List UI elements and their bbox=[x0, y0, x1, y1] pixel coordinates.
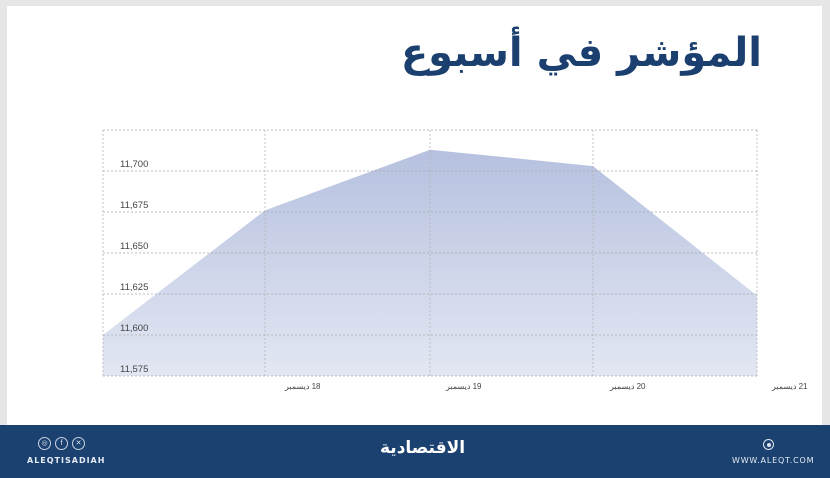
facebook-icon[interactable]: f bbox=[55, 437, 68, 450]
horizontal-gridlines bbox=[103, 129, 757, 377]
page-title: المؤشر في أسبوع bbox=[400, 30, 763, 76]
social-handle: ALEQTISADIAH bbox=[27, 456, 106, 465]
footer-bar: ◎ f ✕ ALEQTISADIAH الاقتصادية WWW.ALEQT.… bbox=[0, 425, 830, 478]
x-tick-label: 19 ديسمبر bbox=[445, 382, 482, 391]
y-axis-labels: 11,700 11,675 11,650 11,625 11,600 11,57… bbox=[120, 159, 148, 375]
vertical-gridlines bbox=[102, 130, 758, 376]
x-tick-label: 21 ديسمبر bbox=[771, 382, 808, 391]
x-axis-labels: 18 ديسمبر 19 ديسمبر 20 ديسمبر 21 ديسمبر bbox=[284, 382, 808, 391]
instagram-icon[interactable]: ◎ bbox=[38, 437, 51, 450]
y-tick-label: 11,650 bbox=[120, 241, 148, 252]
y-tick-label: 11,600 bbox=[120, 323, 148, 334]
brand-logo: الاقتصادية bbox=[380, 438, 466, 458]
y-tick-label: 11,675 bbox=[120, 200, 148, 211]
x-icon[interactable]: ✕ bbox=[72, 437, 85, 450]
area-chart: 11,700 11,675 11,650 11,625 11,600 11,57… bbox=[102, 129, 808, 391]
y-tick-label: 11,700 bbox=[120, 159, 148, 170]
social-links: ◎ f ✕ bbox=[38, 437, 85, 450]
x-tick-label: 18 ديسمبر bbox=[284, 382, 321, 391]
globe-icon bbox=[763, 439, 774, 450]
y-tick-label: 11,625 bbox=[120, 282, 148, 293]
y-tick-label: 11,575 bbox=[120, 364, 148, 375]
x-tick-label: 20 ديسمبر bbox=[609, 382, 646, 391]
website-link[interactable]: WWW.ALEQT.COM bbox=[732, 456, 815, 465]
